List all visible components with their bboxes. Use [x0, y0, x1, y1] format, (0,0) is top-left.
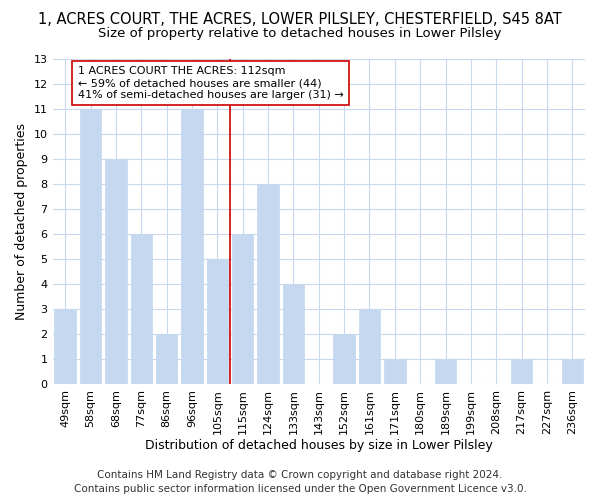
- Bar: [257, 184, 279, 384]
- Text: Size of property relative to detached houses in Lower Pilsley: Size of property relative to detached ho…: [98, 28, 502, 40]
- X-axis label: Distribution of detached houses by size in Lower Pilsley: Distribution of detached houses by size …: [145, 440, 493, 452]
- Bar: [181, 109, 203, 384]
- Bar: [283, 284, 304, 384]
- Bar: [80, 109, 101, 384]
- Bar: [334, 334, 355, 384]
- Bar: [131, 234, 152, 384]
- Bar: [55, 309, 76, 384]
- Bar: [435, 359, 457, 384]
- Bar: [232, 234, 253, 384]
- Bar: [206, 259, 228, 384]
- Bar: [511, 359, 532, 384]
- Bar: [384, 359, 406, 384]
- Text: Contains HM Land Registry data © Crown copyright and database right 2024.
Contai: Contains HM Land Registry data © Crown c…: [74, 470, 526, 494]
- Bar: [156, 334, 178, 384]
- Bar: [105, 159, 127, 384]
- Text: 1 ACRES COURT THE ACRES: 112sqm
← 59% of detached houses are smaller (44)
41% of: 1 ACRES COURT THE ACRES: 112sqm ← 59% of…: [78, 66, 344, 100]
- Bar: [562, 359, 583, 384]
- Bar: [359, 309, 380, 384]
- Text: 1, ACRES COURT, THE ACRES, LOWER PILSLEY, CHESTERFIELD, S45 8AT: 1, ACRES COURT, THE ACRES, LOWER PILSLEY…: [38, 12, 562, 28]
- Y-axis label: Number of detached properties: Number of detached properties: [15, 123, 28, 320]
